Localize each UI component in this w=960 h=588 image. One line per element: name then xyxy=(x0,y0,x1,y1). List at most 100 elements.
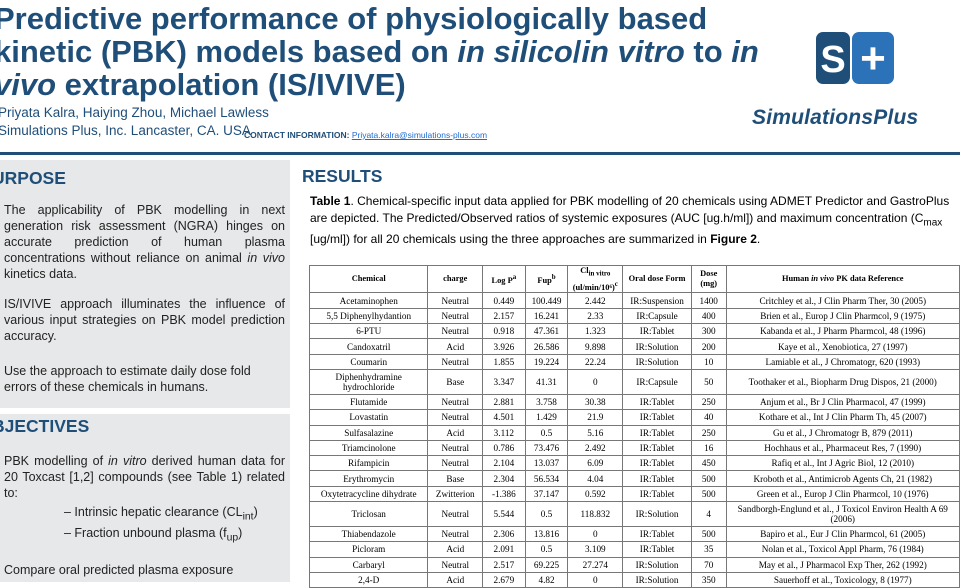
table-row: 5,5 Diphenylhydantion Neutral 2.157 16.241 2… xyxy=(308,307,960,325)
table-cell-form: IR:Solution xyxy=(622,353,692,370)
table-cell-fup: 16.241 xyxy=(524,307,569,325)
col-fup: Fupb xyxy=(524,264,569,294)
table-cell-dose: 4 xyxy=(690,501,727,528)
table-cell-chemical: Triclosan xyxy=(308,501,429,528)
table-cell-logp: 1.855 xyxy=(482,353,526,370)
table-cell-chemical: Candoxatril xyxy=(308,338,429,355)
table-row: 6-PTU Neutral 0.918 47.361 1.323 IR:Tablet 300… xyxy=(308,323,960,340)
table-cell-charge: Base xyxy=(427,368,484,395)
table-row: 2,4-D Acid 2.679 4.82 0 IR:Solution 350 Sauerho… xyxy=(308,571,960,588)
table-cell-charge: Neutral xyxy=(427,409,484,426)
svg-text:+: + xyxy=(860,34,886,83)
table-cell-ref: Critchley et al., J Clin Pharm Ther, 30 … xyxy=(725,292,960,309)
table-cell-charge: Neutral xyxy=(427,307,484,325)
table-cell-dose: 40 xyxy=(690,409,727,426)
table-cell-cl: 22.24 xyxy=(567,353,624,370)
table-cell-charge: Neutral xyxy=(427,353,484,370)
table-cell-logp: 0.918 xyxy=(482,323,526,340)
table-cell-chemical: Triamcinolone xyxy=(308,439,429,457)
table-row: Erythromycin Base 2.304 56.534 4.04 IR:Tablet… xyxy=(308,470,960,487)
table-cell-fup: 19.224 xyxy=(524,353,569,370)
table-cell-cl: 0 xyxy=(567,368,624,395)
table-cell-fup: 0.5 xyxy=(524,424,569,441)
table-cell-chemical: 2,4-D xyxy=(308,571,429,588)
table-cell-fup: 26.586 xyxy=(524,338,569,355)
table-cell-form: IR:Solution xyxy=(622,338,692,355)
table-cell-form: IR:Solution xyxy=(622,501,692,528)
table-cell-fup: 56.534 xyxy=(524,470,569,487)
table-row: Coumarin Neutral 1.855 19.224 22.24 IR:Soluti… xyxy=(308,353,960,370)
table-cell-cl: 4.04 xyxy=(567,470,624,487)
table-cell-ref: Green et al., Europ J Clin Pharmcol, 10 … xyxy=(725,485,960,503)
table-cell-cl: 21.9 xyxy=(567,409,624,426)
table-cell-dose: 500 xyxy=(690,526,727,543)
table-cell-logp: 2.104 xyxy=(482,455,526,472)
table-cell-logp: 2.304 xyxy=(482,470,526,487)
table-cell-cl: 9.898 xyxy=(567,338,624,355)
table-cell-dose: 16 xyxy=(690,439,727,457)
table-cell-fup: 1.429 xyxy=(524,409,569,426)
table-cell-fup: 37.147 xyxy=(524,485,569,503)
table-cell-dose: 300 xyxy=(690,323,727,340)
table-cell-logp: 2.157 xyxy=(482,307,526,325)
brand-name: SimulationsPlus xyxy=(752,106,919,129)
table-cell-form: IR:Solution xyxy=(622,556,692,573)
table-cell-fup: 0.5 xyxy=(524,541,569,558)
table-cell-cl: 0.592 xyxy=(567,485,624,503)
col-logp: Log Pa xyxy=(482,264,526,294)
author-block: Priyata Kalra, Haiying Zhou, Michael Law… xyxy=(0,104,269,140)
poster-title: Predictive performance of physiologicall… xyxy=(0,1,759,102)
table-row: Diphenhydramine hydrochloride Base 3.347 41… xyxy=(308,368,960,395)
contact-email-link[interactable]: Priyata.kalra@simulations-plus.com xyxy=(351,130,488,140)
table-cell-ref: Hochhaus et al., Pharmaceut Res, 7 (1990… xyxy=(725,439,960,457)
table-cell-cl: 0 xyxy=(567,571,624,588)
table-cell-fup: 4.82 xyxy=(524,571,569,588)
table-cell-ref: Kroboth et al., Antimicrob Agents Ch, 21… xyxy=(725,470,960,487)
table-cell-chemical: Carbaryl xyxy=(308,556,429,573)
table-cell-cl: 2.492 xyxy=(567,439,624,457)
table-row: Rifampicin Neutral 2.104 13.037 6.09 IR:Table… xyxy=(308,455,960,472)
table-cell-charge: Acid xyxy=(427,571,484,588)
table-row: Oxytetracycline dihydrate Zwitterion -1.38… xyxy=(308,485,960,503)
table-cell-dose: 500 xyxy=(690,485,727,503)
affiliation: Simulations Plus, Inc. Lancaster, CA. US… xyxy=(0,123,251,138)
table-cell-dose: 450 xyxy=(690,455,727,472)
table-cell-fup: 0.5 xyxy=(524,501,569,528)
table-cell-dose: 70 xyxy=(690,556,727,573)
table-cell-ref: Kothare et al., Int J Clin Pharm Th, 45 … xyxy=(725,409,960,426)
table-cell-logp: 2.881 xyxy=(482,393,526,411)
table-cell-cl: 6.09 xyxy=(567,455,624,472)
table-cell-form: IR:Tablet xyxy=(622,526,692,543)
table-cell-charge: Acid xyxy=(427,424,484,441)
table-cell-charge: Neutral xyxy=(427,323,484,340)
table-cell-charge: Neutral xyxy=(427,393,484,411)
col-clint: Clin vitro (ul/min/10⁶)c xyxy=(567,264,624,294)
table-cell-dose: 50 xyxy=(690,368,727,395)
contact-info: CONTACT INFORMATION: Priyata.kalra@simul… xyxy=(244,130,488,140)
table-cell-dose: 35 xyxy=(690,541,727,558)
table-cell-form: IR:Tablet xyxy=(622,541,692,558)
table-cell-logp: 2.306 xyxy=(482,526,526,543)
table-cell-form: IR:Tablet xyxy=(622,424,692,441)
objective-bullet-fup: – Fraction unbound plasma (fup) xyxy=(64,526,243,544)
table-cell-logp: 2.517 xyxy=(482,556,526,573)
table-cell-chemical: Sulfasalazine xyxy=(308,424,429,441)
table-cell-cl: 118.832 xyxy=(567,501,624,528)
table-cell-dose: 200 xyxy=(690,338,727,355)
table-cell-charge: Neutral xyxy=(427,556,484,573)
table-cell-fup: 41.31 xyxy=(524,368,569,395)
table-cell-ref: Gu et al., J Chromatogr B, 879 (2011) xyxy=(725,424,960,441)
table-cell-charge: Zwitterion xyxy=(427,485,484,503)
table-cell-logp: 0.786 xyxy=(482,439,526,457)
table-cell-ref: Toothaker et al., Biopharm Drug Dispos, … xyxy=(725,368,960,395)
table-cell-dose: 1400 xyxy=(690,292,727,309)
simulations-plus-logo-icon: S + xyxy=(816,30,894,90)
table-cell-cl: 27.274 xyxy=(567,556,624,573)
table-row: Picloram Acid 2.091 0.5 3.109 IR:Tablet 35 Nola… xyxy=(308,541,960,558)
table-cell-dose: 500 xyxy=(690,470,727,487)
table-cell-charge: Neutral xyxy=(427,439,484,457)
table-cell-form: IR:Tablet xyxy=(622,470,692,487)
table-cell-chemical: Flutamide xyxy=(308,393,429,411)
table-cell-ref: May et al., J Pharmacol Exp Ther, 262 (1… xyxy=(725,556,960,573)
table-cell-chemical: 6-PTU xyxy=(308,323,429,340)
